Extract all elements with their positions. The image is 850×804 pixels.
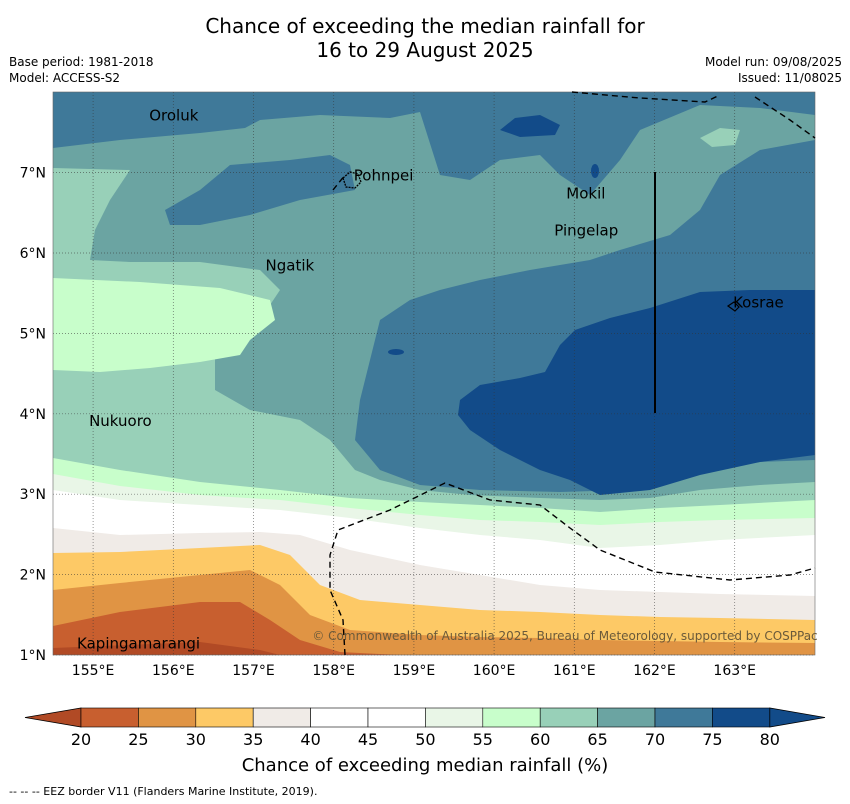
longitude-ticks: 155°E 156°E 157°E 158°E 159°E 160°E 161°E 162°E… — [72, 663, 756, 679]
place-label-oroluk: Oroluk — [149, 106, 198, 124]
meta-left: Base period: 1981-2018 Model: ACCESS-S2 — [9, 54, 154, 86]
colorbar-segment — [367, 707, 426, 728]
lat-tick-label: 1°N — [20, 648, 46, 664]
colorbar-tick-label: 20 — [71, 730, 91, 749]
colorbar: 20 25 30 35 40 45 50 55 60 65 70 75 80 — [24, 707, 826, 749]
colorbar-extend-high — [769, 707, 826, 728]
lat-tick-label: 3°N — [20, 487, 46, 503]
kosrae-outline — [726, 301, 740, 312]
colorbar-segment — [482, 707, 541, 728]
lon-tick-label: 160°E — [473, 663, 516, 679]
colorbar-segment — [138, 707, 197, 728]
latitude-ticks: 1°N 2°N 3°N 4°N 5°N 6°N 7°N — [20, 166, 46, 664]
place-label-ngatik: Ngatik — [266, 257, 315, 275]
colorbar-tick-label: 70 — [645, 730, 665, 749]
lon-tick-label: 161°E — [553, 663, 596, 679]
colorbar-title: Chance of exceeding median rainfall (%) — [241, 755, 609, 776]
title-line-2: 16 to 29 August 2025 — [316, 38, 534, 62]
colorbar-segment — [252, 707, 311, 728]
colorbar-segment — [310, 707, 369, 728]
lon-tick-label: 155°E — [72, 663, 115, 679]
footnote-eez: -- -- -- EEZ border V11 (Flanders Marine… — [9, 785, 318, 798]
lon-tick-label: 163°E — [713, 663, 756, 679]
fill-75-80-north — [500, 115, 560, 137]
fill-75-80-small — [591, 164, 599, 178]
place-label-nukuoro: Nukuoro — [89, 412, 152, 430]
copyright-text: © Commonwealth of Australia 2025, Bureau… — [312, 629, 817, 643]
place-label-kosrae: Kosrae — [733, 294, 784, 312]
colorbar-tick-label: 75 — [702, 730, 722, 749]
fill-75-80 — [458, 290, 815, 495]
lon-tick-label: 156°E — [152, 663, 195, 679]
lat-tick-label: 2°N — [20, 568, 46, 584]
colorbar-tick-label: 35 — [243, 730, 263, 749]
colorbar-tick-label: 45 — [358, 730, 378, 749]
colorbar-segment — [712, 707, 771, 728]
colorbar-segment — [425, 707, 484, 728]
map-frame — [52, 91, 816, 656]
issued-date: Issued: 11/08025 — [738, 71, 842, 85]
lat-tick-label: 6°N — [20, 246, 46, 262]
lon-tick-label: 162°E — [633, 663, 676, 679]
fill-60-65-north — [700, 128, 740, 147]
base-period: Base period: 1981-2018 — [9, 55, 154, 69]
pohnpei-outline — [342, 171, 362, 189]
colorbar-tick-label: 50 — [415, 730, 435, 749]
lat-tick-label: 4°N — [20, 407, 46, 423]
model-name: Model: ACCESS-S2 — [9, 71, 121, 85]
colorbar-segment — [654, 707, 713, 728]
lon-tick-label: 157°E — [232, 663, 275, 679]
fill-55-60-upper — [53, 278, 275, 372]
fill-70-75-patch — [165, 155, 355, 225]
contour-fills — [53, 92, 815, 655]
colorbar-tick-label: 80 — [760, 730, 780, 749]
meta-right: Model run: 09/08/2025 Issued: 11/08025 — [705, 54, 842, 86]
lat-tick-label: 7°N — [20, 166, 46, 182]
colorbar-tick-label: 65 — [587, 730, 607, 749]
place-labels: Oroluk Pohnpei Mokil Pingelap Ngatik Kosrae Nu… — [77, 106, 784, 652]
place-label-pingelap: Pingelap — [554, 221, 618, 239]
eez-border — [329, 91, 816, 656]
colorbar-tick-label: 60 — [530, 730, 550, 749]
colorbar-segment — [195, 707, 254, 728]
colorbar-segment — [597, 707, 656, 728]
fill-75-80-dot — [388, 349, 404, 355]
lat-tick-label: 5°N — [20, 326, 46, 342]
colorbar-tick-label: 25 — [128, 730, 148, 749]
colorbar-tick-label: 30 — [186, 730, 206, 749]
place-label-kapingamarangi: Kapingamarangi — [77, 635, 200, 653]
place-label-pohnpei: Pohnpei — [354, 167, 414, 185]
colorbar-extend-low — [24, 707, 82, 728]
place-label-mokil: Mokil — [566, 184, 605, 202]
map-title: Chance of exceeding the median rainfall … — [0, 14, 850, 62]
colorbar-tick-label: 55 — [473, 730, 493, 749]
title-line-1: Chance of exceeding the median rainfall … — [205, 14, 645, 38]
model-run: Model run: 09/08/2025 — [704, 55, 842, 69]
colorbar-segment — [539, 707, 598, 728]
fill-20-25 — [53, 642, 280, 655]
lon-tick-label: 158°E — [312, 663, 355, 679]
lon-tick-label: 159°E — [393, 663, 436, 679]
fill-25-30 — [53, 602, 400, 655]
colorbar-tick-label: 40 — [300, 730, 320, 749]
colorbar-segment — [80, 707, 139, 728]
